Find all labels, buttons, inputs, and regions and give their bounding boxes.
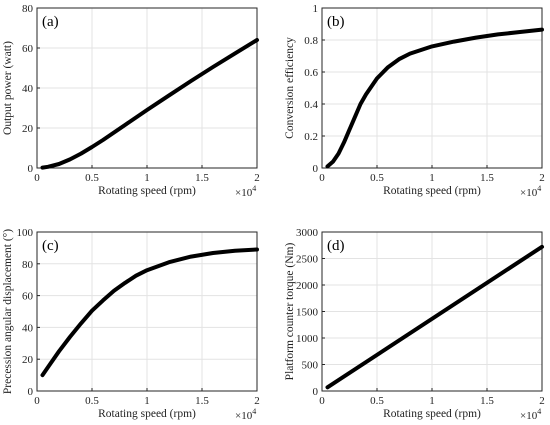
y-tick-label: 2500 <box>296 254 319 266</box>
x-tick-label: 0.5 <box>85 172 99 184</box>
panel-label: (d) <box>327 238 345 254</box>
x-tick-label: 1 <box>429 172 435 184</box>
y-tick-label: 0 <box>313 163 319 175</box>
x-tick-label: 1.5 <box>480 395 494 407</box>
x-axis-label: Rotating speed (rpm) <box>98 185 196 197</box>
series-line <box>40 247 259 378</box>
y-tick-label: 60 <box>22 43 34 55</box>
x-axis-multiplier-exponent: 4 <box>537 184 541 193</box>
x-axis-multiplier-base: ×10 <box>235 410 253 422</box>
x-tick-label: 1.5 <box>480 172 494 184</box>
y-tick-label: 100 <box>17 227 34 239</box>
x-tick-label: 0.5 <box>370 395 384 407</box>
x-axis-label: Rotating speed (rpm) <box>383 408 481 420</box>
y-tick-label: 60 <box>22 291 34 303</box>
x-tick-label: 2 <box>254 172 260 184</box>
x-tick-label: 0 <box>34 395 40 407</box>
y-tick-label: 1000 <box>296 333 319 345</box>
chart-panel-4: 0 0.5 1 1.5 2 0 500 1000 1500 2000 2500 3000 Rotatin… <box>284 227 545 422</box>
x-axis-multiplier: ×104 <box>235 407 256 422</box>
x-tick-label: 0.5 <box>370 172 384 184</box>
y-tick-label: 1 <box>313 3 319 15</box>
series-line <box>325 27 544 169</box>
series-line <box>40 38 259 170</box>
panel-label: (b) <box>327 14 345 30</box>
x-axis-label: Rotating speed (rpm) <box>383 185 481 197</box>
y-tick-label: 0 <box>28 163 34 175</box>
x-axis-multiplier-base: ×10 <box>520 187 538 199</box>
y-tick-label: 80 <box>22 3 34 15</box>
y-tick-label: 1500 <box>296 307 319 319</box>
x-tick-label: 0.5 <box>85 395 99 407</box>
x-axis-multiplier-base: ×10 <box>520 410 538 422</box>
x-tick-label: 2 <box>254 395 260 407</box>
panel-label: (c) <box>42 238 59 254</box>
y-tick-label: 0 <box>28 386 34 398</box>
x-axis-multiplier-exponent: 4 <box>252 184 256 193</box>
y-axis-label: Precession angular displacement (°) <box>2 229 14 394</box>
x-tick-label: 1.5 <box>195 395 209 407</box>
series-line <box>325 244 544 390</box>
y-tick-label: 0.2 <box>304 131 318 143</box>
x-tick-label: 1 <box>429 395 435 407</box>
x-tick-label: 1 <box>144 172 150 184</box>
y-tick-label: 500 <box>302 360 319 372</box>
y-tick-label: 0 <box>313 386 319 398</box>
y-tick-label: 3000 <box>296 227 319 239</box>
y-tick-label: 2000 <box>296 280 319 292</box>
x-axis-multiplier-exponent: 4 <box>537 407 541 416</box>
x-axis-multiplier-base: ×10 <box>235 187 253 199</box>
x-tick-label: 0 <box>319 395 325 407</box>
x-tick-label: 2 <box>539 395 545 407</box>
y-tick-label: 0.4 <box>304 99 318 111</box>
x-tick-label: 2 <box>539 172 545 184</box>
x-tick-label: 0 <box>319 172 325 184</box>
y-axis-label: Conversion efficiency <box>284 37 296 139</box>
x-tick-label: 1 <box>144 395 150 407</box>
y-tick-label: 80 <box>22 259 34 271</box>
x-axis-label: Rotating speed (rpm) <box>98 408 196 420</box>
x-axis-multiplier: ×104 <box>520 407 541 422</box>
x-axis-multiplier-exponent: 4 <box>252 407 256 416</box>
y-tick-label: 20 <box>22 123 34 135</box>
y-tick-label: 20 <box>22 354 34 366</box>
x-axis-multiplier: ×104 <box>520 184 541 199</box>
y-tick-label: 0.8 <box>304 35 318 47</box>
x-tick-label: 1.5 <box>195 172 209 184</box>
y-axis-label: Platform counter torque (Nm) <box>284 243 296 381</box>
y-tick-label: 40 <box>22 83 34 95</box>
y-tick-label: 40 <box>22 322 34 334</box>
panel-label: (a) <box>42 14 59 30</box>
x-tick-label: 0 <box>34 172 40 184</box>
y-axis-label: Output power (watt) <box>2 41 14 135</box>
x-axis-multiplier: ×104 <box>235 184 256 199</box>
y-tick-label: 0.6 <box>304 67 318 79</box>
